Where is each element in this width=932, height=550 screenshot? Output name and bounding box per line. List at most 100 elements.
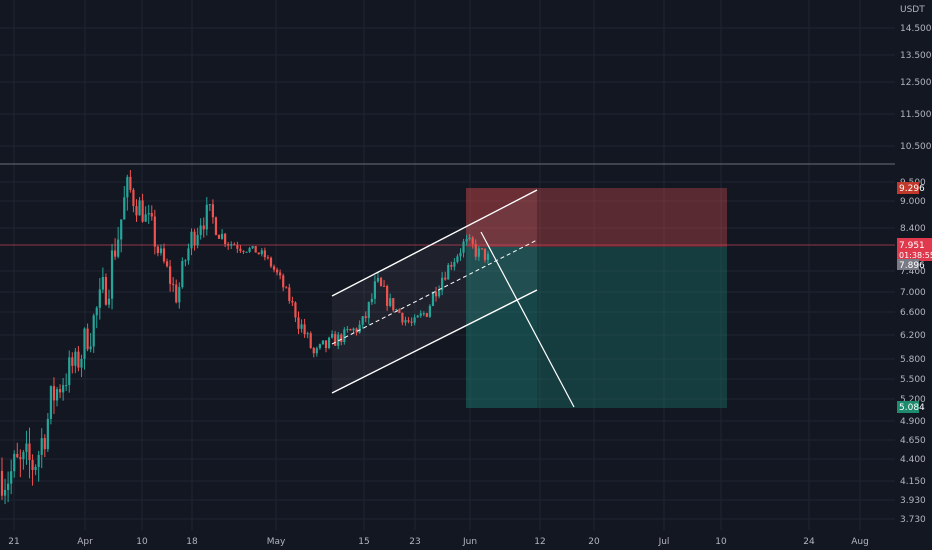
candle-body: [40, 438, 43, 455]
entry-price-tag: 7.896: [897, 259, 925, 271]
candle-body: [428, 305, 432, 317]
short-position-tool[interactable]: [466, 188, 727, 408]
candle-body: [260, 250, 263, 255]
price-tick-label: 3.930: [900, 496, 926, 506]
candle-body: [10, 471, 13, 484]
candle-body: [92, 315, 95, 347]
candle-body: [349, 329, 352, 331]
candle-body: [422, 313, 425, 315]
candle-body: [3, 489, 7, 496]
candle-body: [71, 357, 74, 366]
candle-body: [31, 459, 34, 470]
candle-body: [431, 292, 435, 306]
candle-body: [217, 234, 221, 239]
candle-body: [65, 385, 68, 387]
candle-body: [389, 298, 392, 306]
candle-body: [254, 246, 257, 253]
candle-body: [266, 257, 270, 259]
projection-line[interactable]: [480, 231, 575, 408]
candle-body: [474, 244, 477, 257]
candle-body: [224, 233, 227, 245]
candle-body: [282, 275, 285, 288]
candle-body: [483, 248, 487, 261]
candle-body: [132, 189, 135, 207]
price-tick-label: 10.500: [900, 142, 932, 152]
candle-body: [89, 346, 92, 350]
channel-upper-line[interactable]: [331, 189, 538, 297]
entry-price-label: 7.896: [899, 261, 925, 271]
candle-body: [364, 316, 367, 318]
candle-body: [425, 313, 428, 317]
candle-body: [309, 333, 312, 348]
candle-body: [49, 386, 53, 419]
candle-body: [95, 307, 98, 316]
candle-body: [135, 206, 138, 216]
candle-body: [465, 239, 468, 242]
candle-body: [382, 285, 386, 287]
candle-body: [367, 302, 370, 318]
candle-body: [279, 272, 282, 276]
candle-body: [263, 250, 266, 258]
stop-price-tag: 9.296: [897, 182, 925, 194]
candle-body: [379, 277, 383, 286]
candle-body: [327, 337, 331, 349]
parallel-channel[interactable]: [331, 189, 538, 394]
price-tick-label: 4.150: [900, 477, 926, 487]
price-tick-label: 13.500: [900, 51, 932, 61]
price-tick-label: 4.900: [900, 417, 926, 427]
candle-body: [468, 237, 471, 240]
reward-zone: [466, 247, 727, 408]
candle-body: [419, 313, 422, 316]
candle-body: [172, 283, 175, 285]
price-tick-label: 3.730: [900, 515, 926, 525]
channel-lower-line[interactable]: [331, 289, 538, 394]
candle-body: [248, 248, 251, 252]
risk-zone-shade: [466, 188, 537, 247]
candle-body: [288, 287, 291, 302]
candle-body: [315, 348, 318, 354]
candle-body: [199, 225, 202, 236]
price-tick-label: 4.400: [900, 455, 926, 465]
time-tick-label: 10: [136, 537, 148, 547]
candle-body: [434, 292, 438, 297]
candle-body: [25, 443, 28, 453]
candle-body: [331, 333, 334, 338]
candles-layer: [0, 170, 490, 505]
price-tick-label: 7.000: [900, 288, 926, 298]
candle-body: [413, 317, 416, 323]
time-tick-label: Apr: [77, 537, 93, 547]
price-tick-label: 9.000: [900, 197, 926, 207]
candle-body: [83, 328, 86, 359]
time-tick-label: 20: [588, 537, 600, 547]
candle-body: [62, 385, 65, 393]
candle-body: [214, 217, 218, 235]
time-tick-label: 21: [8, 537, 19, 547]
candle-body: [361, 316, 364, 325]
candle-body: [242, 250, 245, 252]
candle-body: [486, 253, 490, 261]
time-tick-label: 15: [358, 537, 369, 547]
price-tick-label: 5.800: [900, 355, 926, 365]
candle-body: [444, 277, 447, 280]
candle-body: [450, 264, 453, 267]
candle-body: [52, 386, 56, 401]
candle-body: [227, 244, 230, 246]
candle-body: [275, 269, 279, 273]
candle-body: [196, 235, 199, 246]
price-tick-label: 11.500: [900, 110, 932, 120]
price-tick-label: 4.650: [900, 436, 926, 446]
candle-body: [162, 248, 166, 262]
candle-body: [98, 289, 101, 308]
candle-body: [46, 418, 49, 450]
time-axis[interactable]: 21 Apr 10 18 May 15 23 Jun 12 20 Jul 10 24 Aug: [8, 537, 869, 547]
candle-body: [401, 312, 404, 323]
candle-body: [175, 284, 178, 303]
time-tick-label: 23: [409, 537, 420, 547]
candle-body: [7, 483, 10, 490]
channel-mid-line[interactable]: [331, 239, 538, 345]
time-tick-label: Jul: [658, 537, 670, 547]
candle-body: [306, 333, 309, 335]
candle-body: [462, 241, 465, 253]
